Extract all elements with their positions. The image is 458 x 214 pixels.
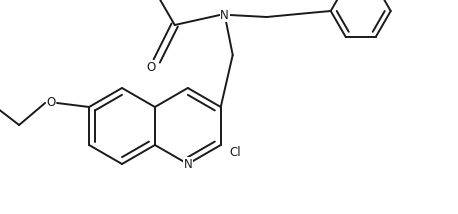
Text: O: O [46,95,56,108]
Text: N: N [220,9,229,21]
Text: Cl: Cl [229,147,240,159]
Text: O: O [146,61,155,73]
Text: N: N [184,158,192,171]
